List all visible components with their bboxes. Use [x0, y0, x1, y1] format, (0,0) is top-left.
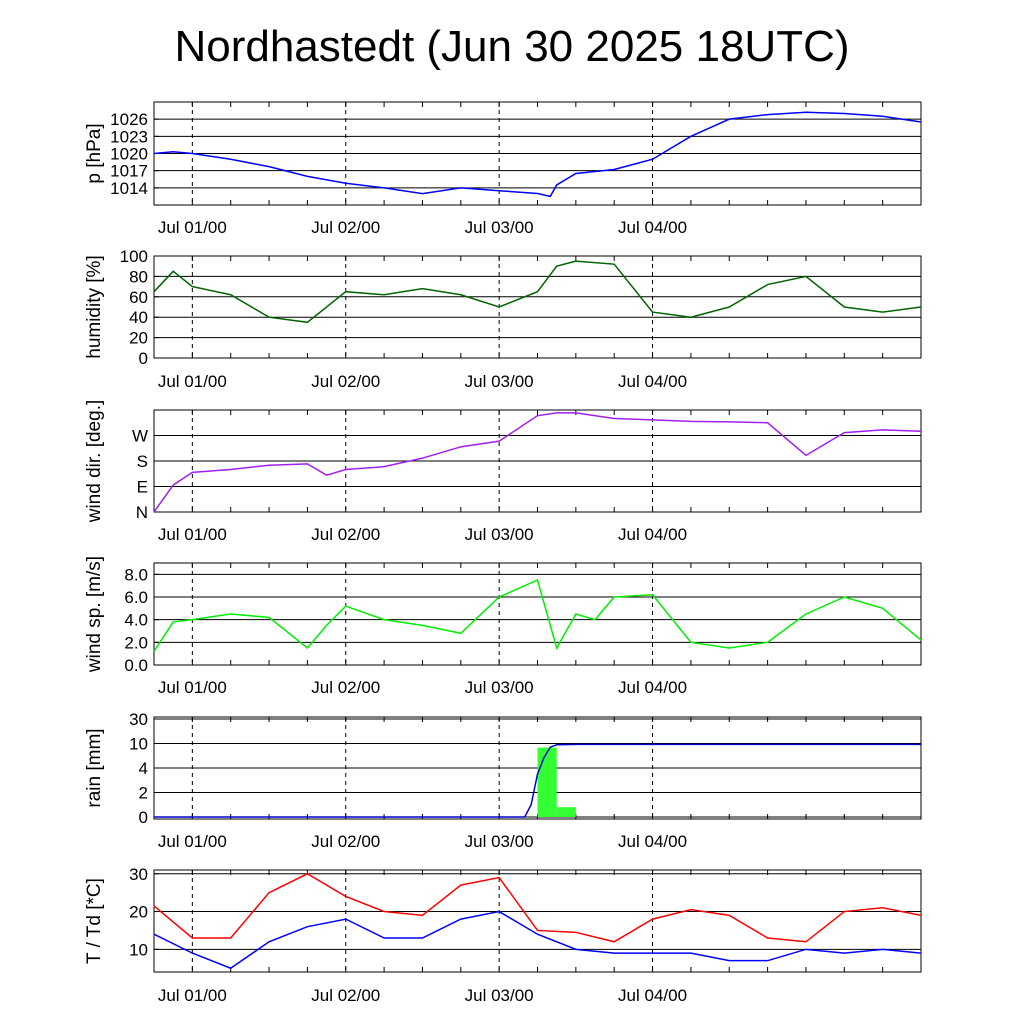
y-tick-label: 2 [139, 784, 148, 803]
x-tick-label: Jul 02/00 [311, 372, 380, 391]
x-tick-label: Jul 04/00 [618, 372, 687, 391]
y-axis-label: humidity [%] [84, 255, 105, 358]
x-tick-label: Jul 04/00 [618, 525, 687, 544]
y-tick-label: 1023 [110, 127, 148, 146]
y-tick-label: 0 [139, 349, 148, 368]
y-tick-label: W [132, 427, 148, 446]
panel-frame [153, 255, 922, 359]
y-tick-label: 20 [129, 903, 148, 922]
x-tick-label: Jul 03/00 [465, 832, 534, 851]
y-tick-label: 1020 [110, 145, 148, 164]
rain-bar [556, 807, 576, 817]
chart-title: Nordhastedt (Jun 30 2025 18UTC) [174, 22, 850, 71]
x-tick-label: Jul 01/00 [158, 986, 227, 1005]
y-tick-label: 1026 [110, 110, 148, 129]
y-axis-label: wind dir. [deg.] [84, 400, 105, 524]
y-tick-label: 0 [139, 808, 148, 827]
rain-bar [537, 747, 557, 817]
y-tick-label: 60 [129, 288, 148, 307]
rain-cumulative-line [154, 743, 921, 818]
x-tick-label: Jul 03/00 [465, 218, 534, 237]
y-tick-label: 10 [129, 940, 148, 959]
panel-frame [153, 869, 922, 973]
x-tick-label: Jul 04/00 [618, 832, 687, 851]
x-tick-label: Jul 04/00 [618, 986, 687, 1005]
humidity-line [153, 260, 922, 324]
x-tick-label: Jul 02/00 [311, 218, 380, 237]
y-tick-label: 20 [129, 329, 148, 348]
y-tick-label: 6.0 [124, 588, 148, 607]
td-line [153, 910, 922, 970]
y-tick-label: 1017 [110, 162, 148, 181]
y-tick-label: 0.0 [124, 656, 148, 675]
x-tick-label: Jul 03/00 [465, 372, 534, 391]
y-tick-label: 4.0 [124, 611, 148, 630]
y-tick-label: S [137, 452, 148, 471]
y-tick-label: 2.0 [124, 633, 148, 652]
y-tick-label: 8.0 [124, 565, 148, 584]
x-tick-label: Jul 01/00 [158, 218, 227, 237]
wind-sp--line [153, 578, 922, 652]
y-tick-label: 1014 [110, 179, 148, 198]
x-tick-label: Jul 03/00 [465, 678, 534, 697]
y-tick-label: 40 [129, 308, 148, 327]
y-tick-label: E [137, 478, 148, 497]
x-tick-label: Jul 01/00 [158, 525, 227, 544]
y-tick-label: N [136, 503, 148, 522]
x-tick-label: Jul 01/00 [158, 678, 227, 697]
x-tick-label: Jul 03/00 [465, 986, 534, 1005]
p-line [153, 111, 922, 198]
y-axis-label: p [hPa] [84, 123, 105, 183]
y-axis-label: T / Td [*C] [84, 878, 105, 964]
y-axis-label: rain [mm] [84, 728, 105, 807]
wind-dir--line [153, 412, 922, 513]
y-tick-label: 100 [120, 247, 148, 266]
x-tick-label: Jul 03/00 [465, 525, 534, 544]
x-tick-label: Jul 02/00 [311, 986, 380, 1005]
y-tick-label: 30 [129, 865, 148, 884]
y-axis-label: wind sp. [m/s] [84, 556, 105, 673]
y-tick-label: 10 [129, 735, 148, 754]
t-line [153, 872, 922, 943]
y-tick-label: 30 [129, 710, 148, 729]
x-tick-label: Jul 02/00 [311, 832, 380, 851]
x-tick-label: Jul 02/00 [311, 678, 380, 697]
x-tick-label: Jul 01/00 [158, 372, 227, 391]
x-tick-label: Jul 04/00 [618, 218, 687, 237]
x-tick-label: Jul 01/00 [158, 832, 227, 851]
x-tick-label: Jul 02/00 [311, 525, 380, 544]
y-tick-label: 4 [139, 759, 148, 778]
y-tick-label: 80 [129, 267, 148, 286]
x-tick-label: Jul 04/00 [618, 678, 687, 697]
